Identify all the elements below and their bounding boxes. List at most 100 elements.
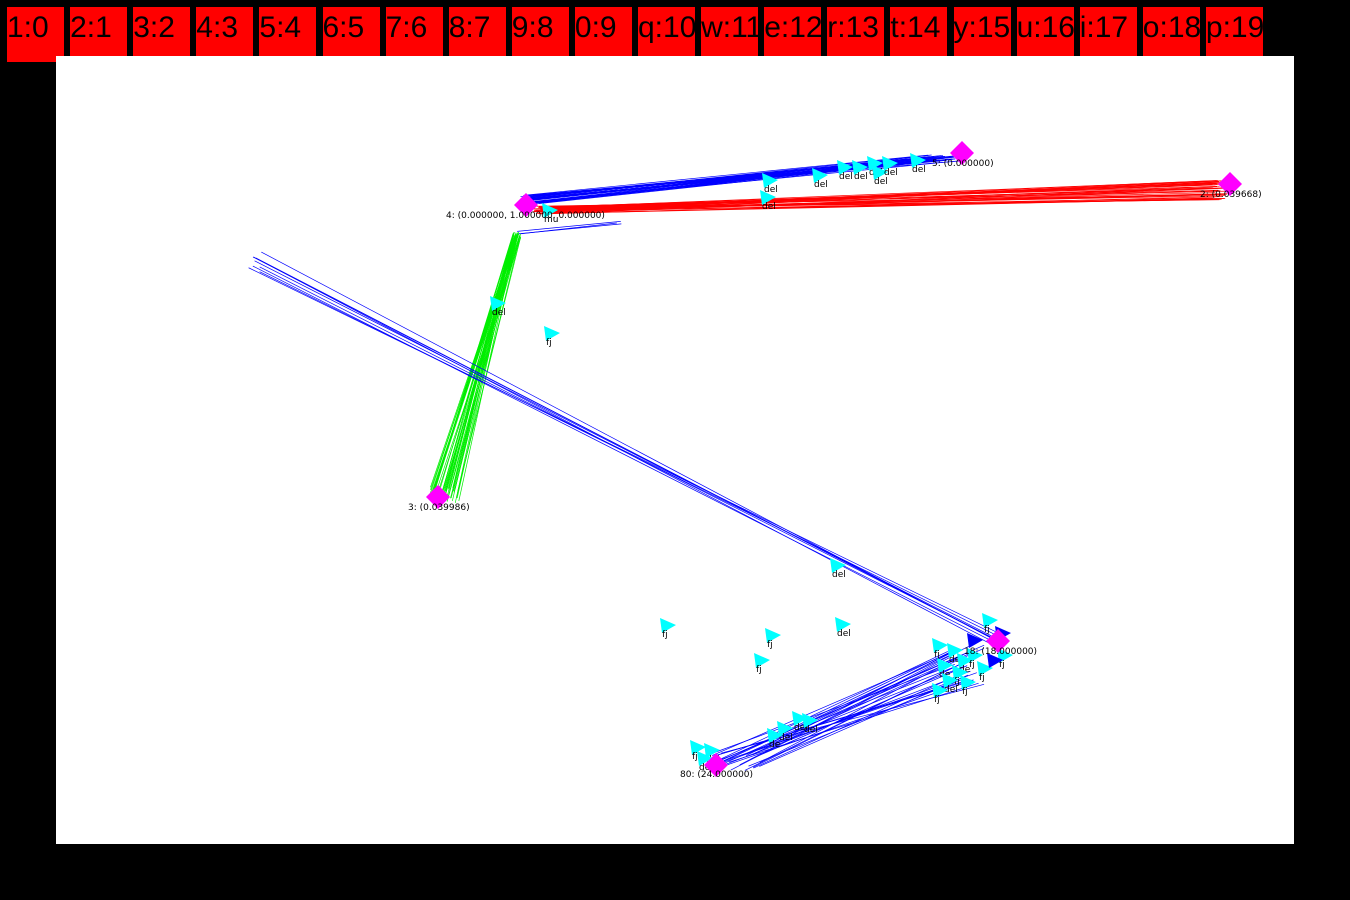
- marker-24[interactable]: fj: [952, 665, 968, 687]
- tab-11[interactable]: w:11: [701, 7, 759, 62]
- marker-triangle[interactable]: [947, 643, 963, 658]
- marker-triangle[interactable]: [867, 156, 883, 171]
- marker-9[interactable]: mu: [542, 203, 558, 225]
- marker-triangle[interactable]: [760, 190, 776, 205]
- marker-27[interactable]: fj: [960, 675, 976, 697]
- marker-3[interactable]: del: [852, 160, 868, 182]
- tab-6[interactable]: 7:6: [385, 7, 443, 62]
- marker-triangle[interactable]: [660, 618, 676, 633]
- marker-triangle[interactable]: [932, 683, 948, 698]
- tab-4[interactable]: 5:4: [259, 7, 317, 62]
- marker-triangle[interactable]: [690, 740, 706, 755]
- tab-3[interactable]: 4:3: [196, 7, 254, 62]
- marker-8[interactable]: del: [760, 190, 776, 212]
- tab-16[interactable]: u:16: [1016, 7, 1074, 62]
- tab-1[interactable]: 2:1: [70, 7, 128, 62]
- marker-triangle[interactable]: [765, 628, 781, 643]
- marker-29[interactable]: del: [792, 711, 808, 733]
- tab-7[interactable]: 8:7: [448, 7, 506, 62]
- marker-33[interactable]: fj: [690, 740, 706, 762]
- marker-triangle[interactable]: [767, 728, 783, 743]
- marker-13[interactable]: fj: [660, 618, 676, 640]
- marker-dark-1[interactable]: [967, 633, 983, 648]
- tab-19[interactable]: p:19: [1205, 7, 1263, 62]
- marker-triangle[interactable]: [957, 653, 973, 668]
- node-diamond[interactable]: [426, 485, 450, 509]
- node-diamond[interactable]: [950, 141, 974, 165]
- node-n2[interactable]: 2: (0.039668): [1200, 172, 1262, 200]
- marker-triangle[interactable]: [982, 613, 998, 628]
- marker-triangle[interactable]: [837, 160, 853, 175]
- marker-triangle[interactable]: [967, 648, 983, 663]
- tab-14[interactable]: t:14: [890, 7, 948, 62]
- marker-19[interactable]: del: [947, 643, 963, 665]
- marker-17[interactable]: fj: [982, 613, 998, 635]
- tab-18[interactable]: o:18: [1142, 7, 1200, 62]
- marker-14[interactable]: fj: [765, 628, 781, 650]
- marker-triangle[interactable]: [697, 751, 713, 766]
- marker-28[interactable]: fj: [932, 683, 948, 705]
- marker-35[interactable]: de: [697, 751, 713, 773]
- marker-16[interactable]: fj: [754, 653, 770, 675]
- marker-triangle[interactable]: [542, 203, 558, 218]
- marker-triangle[interactable]: [960, 675, 976, 690]
- tab-10[interactable]: q:10: [638, 7, 695, 62]
- node-n80[interactable]: 80: (24.000000): [680, 753, 753, 780]
- marker-triangle[interactable]: [937, 658, 953, 673]
- marker-triangle[interactable]: [777, 721, 793, 736]
- marker-triangle[interactable]: [977, 661, 993, 676]
- node-n18[interactable]: 18: (18.000000): [964, 629, 1037, 657]
- marker-triangle[interactable]: [882, 156, 898, 171]
- marker-6[interactable]: del: [882, 156, 898, 178]
- node-diamond[interactable]: [1218, 172, 1242, 196]
- marker-10[interactable]: del: [490, 296, 506, 318]
- marker-15[interactable]: del: [835, 617, 851, 639]
- node-n3[interactable]: 3: (0.039986): [408, 485, 470, 513]
- marker-triangle[interactable]: [942, 673, 958, 688]
- tab-17[interactable]: i:17: [1079, 7, 1137, 62]
- tab-0[interactable]: 1:0: [7, 7, 64, 62]
- marker-1[interactable]: del: [812, 168, 828, 190]
- tab-8[interactable]: 9:8: [511, 7, 569, 62]
- marker-18[interactable]: fj: [932, 638, 948, 660]
- marker-5[interactable]: del: [872, 165, 888, 187]
- marker-triangle[interactable]: [830, 558, 846, 573]
- marker-21[interactable]: fj: [967, 648, 983, 670]
- node-diamond[interactable]: [704, 753, 728, 777]
- tab-2[interactable]: 3:2: [133, 7, 191, 62]
- marker-25[interactable]: fj: [977, 661, 993, 683]
- marker-triangle[interactable]: [802, 713, 818, 728]
- marker-0[interactable]: del: [762, 173, 778, 195]
- marker-triangle[interactable]: [852, 160, 868, 175]
- marker-triangle[interactable]: [835, 617, 851, 632]
- graph-canvas[interactable]: deldeldeldeldeldeldeldeldelmudelfjdelfjf…: [56, 56, 1294, 844]
- marker-triangle[interactable]: [932, 638, 948, 653]
- tab-5[interactable]: 6:5: [322, 7, 380, 62]
- node-diamond[interactable]: [986, 629, 1010, 653]
- tab-9[interactable]: 0:9: [574, 7, 632, 62]
- marker-triangle[interactable]: [704, 743, 720, 758]
- marker-triangle[interactable]: [762, 173, 778, 188]
- marker-triangle[interactable]: [952, 665, 968, 680]
- marker-triangle[interactable]: [490, 296, 506, 311]
- node-diamond[interactable]: [514, 193, 538, 217]
- marker-triangle[interactable]: [792, 711, 808, 726]
- marker-31[interactable]: de: [767, 728, 783, 750]
- graph-svg[interactable]: deldeldeldeldeldeldeldeldelmudelfjdelfjf…: [56, 56, 1294, 844]
- marker-32[interactable]: del: [802, 713, 818, 735]
- marker-dark-2[interactable]: [987, 653, 1003, 668]
- marker-triangle[interactable]: [754, 653, 770, 668]
- node-n5[interactable]: 5: (0.000000): [932, 141, 994, 169]
- marker-26[interactable]: del: [942, 673, 958, 695]
- tab-15[interactable]: y:15: [953, 7, 1011, 62]
- node-n4[interactable]: 4: (0.000000, 1.000000, 0.000000): [446, 193, 605, 221]
- marker-11[interactable]: fj: [544, 326, 560, 348]
- marker-triangle[interactable]: [812, 168, 828, 183]
- marker-triangle[interactable]: [544, 326, 560, 341]
- marker-triangle[interactable]: [910, 153, 926, 168]
- marker-triangle[interactable]: [872, 165, 888, 180]
- marker-20[interactable]: de: [957, 653, 973, 675]
- marker-12[interactable]: del: [830, 558, 846, 580]
- marker-7[interactable]: del: [910, 153, 926, 175]
- marker-30[interactable]: del: [777, 721, 793, 743]
